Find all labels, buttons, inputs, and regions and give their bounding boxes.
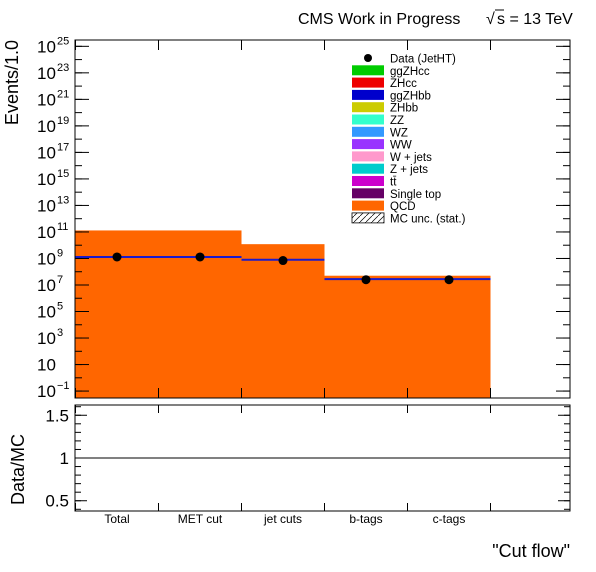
y-tick-exponent: 21	[57, 88, 69, 100]
y-tick-exponent: 9	[57, 247, 63, 259]
y-tick-label: 10	[37, 249, 56, 268]
y-tick-exponent: −1	[57, 380, 70, 392]
category-label: jet cuts	[263, 512, 302, 526]
legend-swatch	[352, 188, 384, 199]
y-tick-label: 10	[37, 37, 56, 56]
y-tick-exponent: 3	[57, 327, 63, 339]
legend-label: WZ	[390, 127, 408, 139]
ratio-x-axis-label: "Cut flow"	[492, 541, 570, 561]
legend-swatch	[352, 151, 384, 162]
legend-swatch	[352, 126, 384, 137]
y-tick-exponent: 13	[57, 194, 69, 206]
y-tick-label: 10	[37, 170, 56, 189]
ratio-tick-label: 1.5	[45, 406, 69, 425]
sqrt-symbol: √	[486, 11, 495, 28]
y-tick-label: 10	[37, 90, 56, 109]
y-tick-exponent: 7	[57, 274, 63, 286]
legend-swatch	[352, 139, 384, 150]
legend-label: Data (JetHT)	[390, 54, 456, 66]
qcd-bar	[241, 244, 325, 398]
y-tick-exponent: 15	[57, 168, 69, 180]
data-point	[361, 275, 371, 285]
legend-swatch	[352, 77, 384, 88]
y-tick-label: 10	[37, 303, 56, 322]
ratio-y-axis-label: Data/MC	[8, 434, 28, 505]
ratio-panel: 0.5 1 1.5 Total MET cut jet cuts b-tags c-tags…	[8, 404, 571, 561]
y-tick-exponent: 11	[57, 221, 68, 233]
main-x-ticks	[75, 40, 491, 398]
legend-label: ZHbb	[390, 103, 418, 115]
data-point	[444, 275, 454, 285]
legend-marker	[364, 54, 372, 62]
legend-swatch	[352, 114, 384, 125]
energy-label: s = 13 TeV	[497, 11, 573, 28]
y-tick-label: 10	[37, 196, 56, 215]
y-tick-label: 10	[37, 329, 56, 348]
category-label: MET cut	[178, 512, 223, 526]
legend-label: W + jets	[390, 152, 432, 164]
category-label: c-tags	[433, 512, 466, 526]
legend-label: ZHcc	[390, 78, 417, 90]
legend-swatch	[352, 163, 384, 174]
legend-label: Single top	[390, 189, 441, 201]
legend-swatch	[352, 176, 384, 186]
category-labels: Total MET cut jet cuts b-tags c-tags	[104, 512, 465, 526]
legend-label: ZZ	[390, 115, 404, 127]
ratio-x-ticks	[75, 405, 491, 511]
y-tick-label: 10	[37, 64, 56, 83]
y-tick-label: 10	[37, 143, 56, 162]
legend-swatch	[352, 65, 384, 76]
category-label: b-tags	[349, 512, 382, 526]
cms-label: CMS Work in Progress	[298, 11, 460, 28]
y-tick-exponent: 23	[57, 62, 69, 74]
legend-label: ggZHcc	[390, 66, 430, 78]
y-tick-label: 10	[37, 223, 56, 242]
category-label: Total	[104, 512, 129, 526]
data-point	[195, 252, 205, 262]
ratio-tick-label: 0.5	[45, 492, 69, 511]
legend: Data (JetHT)ggZHccZHccggZHbbZHbbZZWZWWW …	[351, 54, 466, 225]
y-tick-label: 10	[37, 276, 56, 295]
y-tick-exponent: 19	[57, 115, 69, 127]
legend-label: tt̄	[390, 176, 397, 188]
legend-label: ggZHbb	[390, 90, 431, 102]
ratio-y-ticks: 0.5 1 1.5	[45, 406, 570, 511]
legend-swatch	[351, 212, 385, 224]
main-y-axis-label: Events/1.0	[2, 40, 22, 125]
ratio-tick-label: 1	[60, 449, 69, 468]
qcd-bar	[407, 275, 491, 398]
y-tick-label: 10	[37, 117, 56, 136]
data-point	[278, 256, 288, 266]
legend-label: Z + jets	[390, 164, 428, 176]
y-tick-exponent: 17	[57, 141, 69, 153]
qcd-bar	[324, 275, 408, 398]
data-point	[112, 252, 122, 262]
legend-label: WW	[390, 140, 412, 152]
y-tick-label: 10	[37, 382, 56, 401]
legend-swatch	[352, 200, 384, 211]
legend-swatch	[352, 89, 384, 100]
data-points-layer	[112, 252, 454, 285]
y-tick-label: 10	[37, 356, 56, 375]
y-tick-exponent: 5	[57, 301, 63, 313]
legend-label: QCD	[390, 201, 416, 213]
y-tick-exponent: 25	[57, 35, 69, 47]
legend-swatch	[352, 102, 384, 113]
legend-label: MC unc. (stat.)	[390, 213, 466, 225]
